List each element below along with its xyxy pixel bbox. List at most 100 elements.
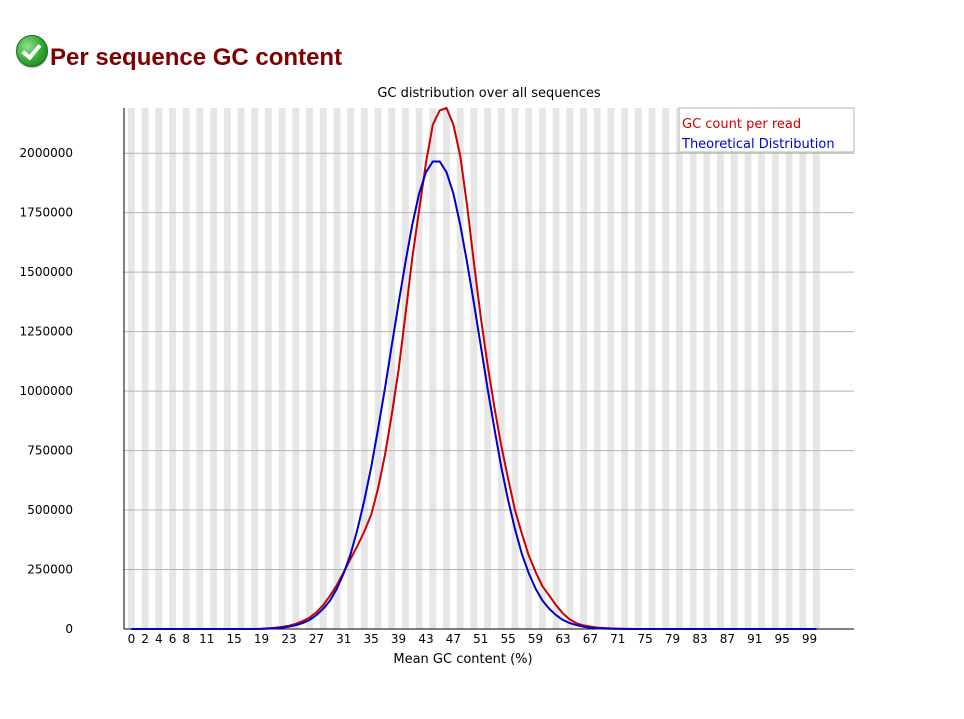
x-bin-stripe [771,108,779,629]
legend-entry: GC count per read [682,117,801,132]
x-bin-stripe [676,108,683,629]
x-bin-stripe [689,108,697,629]
x-tick-label: 67 [583,632,598,646]
horizontal-gridlines [124,152,854,571]
x-tick-label: 6 [169,632,177,646]
x-bin-stripe [265,108,272,629]
y-tick-label: 1000000 [20,384,73,398]
y-tick-label: 1500000 [20,265,73,279]
x-bin-stripe [456,108,464,629]
y-tick-label: 1750000 [20,206,73,220]
x-tick-label: 59 [528,632,543,646]
x-tick-label: 95 [775,632,790,646]
page-title: Per sequence GC content [50,44,343,71]
y-tick-labels: 0 250000 500000 750000 1000000 1250000 1500000… [20,146,73,636]
x-tick-label: 51 [473,632,488,646]
series-lines [131,107,817,630]
x-bin-stripe [470,108,478,629]
x-bin-stripe [360,108,368,629]
y-tick-label: 2000000 [20,146,73,160]
x-bin-stripe [634,108,642,629]
x-bin-stripe [648,108,656,629]
x-bin-stripe [237,108,245,629]
x-bin-stripe [497,108,505,629]
x-bin-stripe [799,108,807,629]
x-tick-label: 47 [446,632,461,646]
x-bin-stripe [621,108,629,629]
x-bin-stripe [196,108,204,629]
x-tick-label: 91 [747,632,762,646]
x-bin-stripe [141,108,149,629]
x-bin-stripe [539,108,546,629]
x-bin-stripe [182,108,190,629]
x-tick-label: 79 [665,632,680,646]
legend-box [678,107,855,153]
x-bin-stripe [374,108,382,629]
x-bin-stripe [402,108,409,629]
x-tick-label: 43 [418,632,433,646]
x-bin-stripe [607,108,615,629]
x-bin-stripe [319,108,327,629]
x-tick-label: 2 [141,632,149,646]
x-bin-stripe [511,108,519,629]
x-bin-stripe [169,108,176,629]
x-tick-label: 11 [199,632,214,646]
x-bin-stripe [333,108,341,629]
x-bin-stripe [388,108,396,629]
check-icon [16,35,48,67]
legend-entry: Theoretical Distribution [681,137,835,152]
x-bin-stripe [415,108,423,629]
page-header: Per sequence GC content [16,30,342,72]
x-bin-stripe [813,108,820,629]
x-axis-label: Mean GC content (%) [393,652,532,667]
x-bin-stripe [785,108,793,629]
x-bin-stripe [730,108,738,629]
x-bin-stripe [251,108,259,629]
legend: GC count per read Theoretical Distributio… [678,107,855,153]
theoretical-distribution-line [131,160,817,630]
y-tick-label: 1250000 [20,325,73,339]
x-bin-stripe [662,108,670,629]
x-tick-label: 35 [364,632,379,646]
x-bins [128,108,820,629]
x-tick-label: 8 [182,632,190,646]
x-bin-stripe [155,108,163,629]
x-tick-label: 71 [610,632,625,646]
x-tick-label: 4 [155,632,163,646]
x-bin-stripe [580,108,587,629]
x-bin-stripe [593,108,601,629]
x-bin-stripe [717,108,724,629]
x-tick-labels: 0 2 4 6 8 11 15 19 23 27 31 35 39 43 47 51 55 59 63 67 71 75 7… [128,632,818,646]
x-bin-stripe [306,108,313,629]
x-tick-label: 39 [391,632,406,646]
y-tick-label: 0 [65,622,73,636]
x-tick-label: 83 [692,632,707,646]
x-bin-stripe [128,108,135,629]
x-bin-stripe [443,108,450,629]
x-tick-label: 23 [281,632,296,646]
x-tick-label: 15 [227,632,242,646]
x-tick-label: 19 [254,632,269,646]
y-tick-label: 750000 [27,444,73,458]
x-tick-label: 63 [555,632,570,646]
x-bin-stripe [552,108,560,629]
x-bin-stripe [278,108,286,629]
y-tick-label: 250000 [27,563,73,577]
x-bin-stripe [758,108,766,629]
x-bin-stripe [744,108,752,629]
x-tick-label: 99 [802,632,817,646]
x-bin-stripe [223,108,231,629]
x-bin-stripe [292,108,300,629]
x-tick-label: 55 [501,632,516,646]
x-tick-label: 75 [638,632,653,646]
x-bin-stripe [429,108,437,629]
x-bin-stripe [210,108,218,629]
x-tick-label: 27 [309,632,324,646]
chart-title: GC distribution over all sequences [377,86,601,101]
x-bin-stripe [566,108,574,629]
x-bin-stripe [525,108,533,629]
x-tick-label: 0 [128,632,136,646]
x-tick-label: 87 [720,632,735,646]
x-bin-stripe [347,108,355,629]
